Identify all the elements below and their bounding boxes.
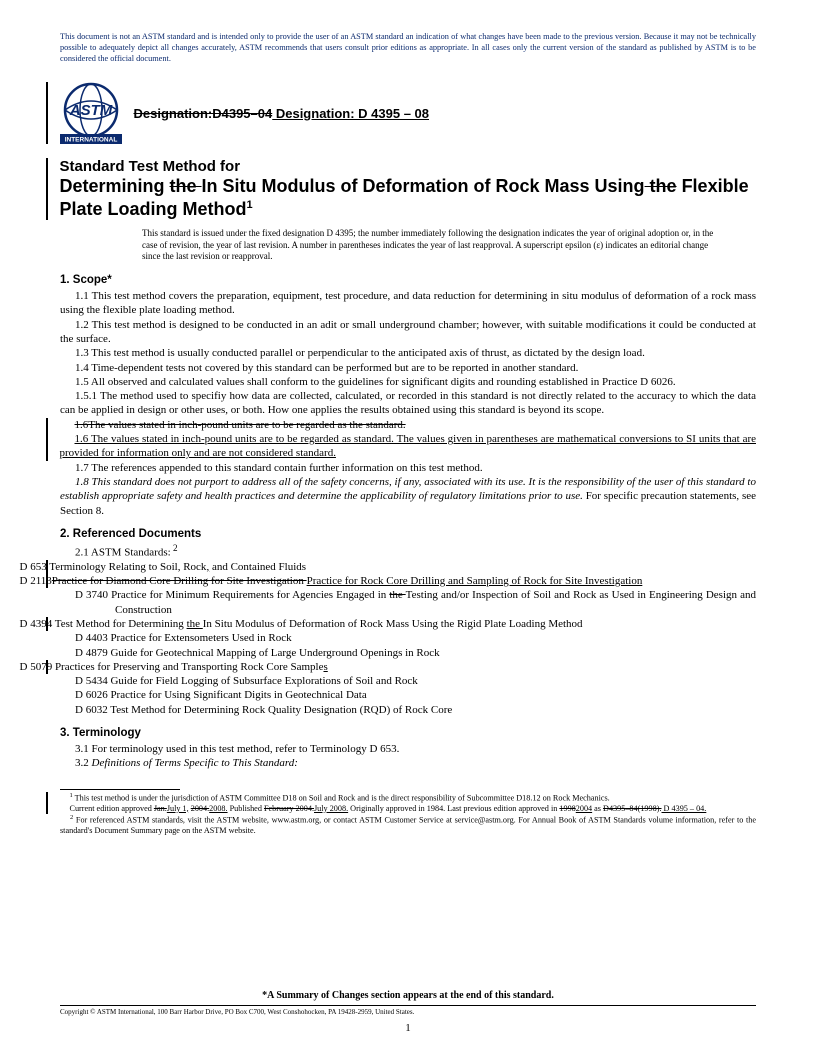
para-1-6-old: 1.6The values stated in inch-pound units…: [60, 418, 757, 432]
copyright-line: Copyright © ASTM International, 100 Barr…: [60, 1005, 756, 1016]
fn1-u1: July 1,: [167, 804, 189, 813]
ref-d3740-s: the: [389, 589, 405, 601]
fn1-s5: D4395–84(1998).: [603, 804, 661, 813]
ref-d4394-b: In Situ Modulus of Deformation of Rock M…: [203, 618, 583, 630]
title-seg2: In Situ Modulus of Deformation of Rock M…: [202, 176, 645, 196]
ref-d5079: D 5079 Practices for Preserving and Tran…: [46, 660, 756, 674]
designation-new: Designation: D 4395 – 08: [272, 106, 429, 121]
ref-d6026: D 6026 Practice for Using Significant Di…: [60, 688, 756, 702]
para-1-8: 1.8 This standard does not purport to ad…: [60, 475, 756, 518]
fn1-s3: February 2004.: [264, 804, 314, 813]
ref-d4879: D 4879 Guide for Geotechnical Mapping of…: [60, 646, 756, 660]
footnotes-block: 1 This test method is under the jurisdic…: [60, 792, 756, 836]
title-strike2: the: [645, 176, 677, 196]
ref-d2113-a: D 2113: [20, 575, 52, 587]
fn1-u3: July 2008.: [314, 804, 348, 813]
ref-d5434: D 5434 Guide for Field Logging of Subsur…: [60, 674, 756, 688]
fn2-i: Annual Book of ASTM Standards: [532, 816, 646, 825]
fn1-u4: 2004: [576, 804, 592, 813]
astm-logo: ASTM INTERNATIONAL: [60, 82, 122, 144]
para-3-1: 3.1 For terminology used in this test me…: [60, 742, 756, 756]
title-block: Standard Test Method for Determining the…: [46, 158, 756, 220]
ref-d2113: D 2113Practice for Diamond Core Drilling…: [46, 574, 756, 588]
section-2-head: 2. Referenced Documents: [60, 528, 756, 540]
disclaimer-text: This document is not an ASTM standard an…: [60, 32, 756, 64]
ref-d653-a: D 653 Terminology Relating to Soil, Rock: [20, 561, 207, 573]
para-1-4: 1.4 Time-dependent tests not covered by …: [60, 361, 756, 375]
title-footnote-ref: 1: [247, 199, 253, 211]
fn1-s2: 2004.: [191, 804, 209, 813]
ref-d3740: D 3740 Practice for Minimum Requirements…: [60, 588, 756, 617]
para-1-3: 1.3 This test method is usually conducte…: [60, 346, 756, 360]
s3-2-italic: Definitions of Terms Specific to This St…: [92, 757, 298, 769]
fn1-s1: Jan.: [154, 804, 167, 813]
ref-d2113-u: Practice for Rock Core Drilling and Samp…: [307, 575, 643, 587]
fn2-a: For referenced ASTM standards, visit the…: [73, 816, 532, 825]
ref-d4394: D 4394 Test Method for Determining the I…: [46, 617, 756, 631]
section-3-head: 3. Terminology: [60, 727, 756, 739]
change-block-1-6: 1.6The values stated in inch-pound units…: [46, 418, 756, 461]
para-1-5-1: 1.5.1 The method used to specifiy how da…: [60, 389, 756, 418]
fn1-e: Originally approved in 1984. Last previo…: [348, 804, 559, 813]
ref-d653: D 653 Terminology Relating to Soil, Rock…: [46, 560, 756, 574]
s2-1-num: 2.1: [75, 547, 91, 559]
ref-d3740-a: D 3740 Practice for Minimum Requirements…: [75, 589, 389, 601]
title-seg1: Determining: [60, 176, 170, 196]
ref-d2113-s: Practice for Diamond Core Drilling for S…: [52, 575, 307, 587]
section-1-head: 1. Scope*: [60, 274, 756, 286]
para-1-5: 1.5 All observed and calculated values s…: [60, 375, 756, 389]
fn1-f: as: [592, 804, 603, 813]
para-1-1: 1.1 This test method covers the preparat…: [60, 289, 756, 318]
ref-d4403: D 4403 Practice for Extensometers Used i…: [60, 631, 756, 645]
s2-1-italic: ASTM Standards:: [91, 547, 171, 559]
designation-old: Designation:D4395–04: [134, 106, 273, 121]
para-3-2: 3.2 Definitions of Terms Specific to Thi…: [60, 756, 756, 770]
issuance-note: This standard is issued under the fixed …: [142, 228, 756, 262]
fn1-u2: 2008.: [209, 804, 227, 813]
title-main: Determining the In Situ Modulus of Defor…: [60, 175, 757, 220]
title-strike1: the: [170, 176, 202, 196]
fn1-u5: D 4395 – 04.: [662, 804, 707, 813]
page-number: 1: [0, 1022, 816, 1034]
title-pretext: Standard Test Method for: [60, 158, 757, 175]
footnote-2: 2 For referenced ASTM standards, visit t…: [60, 814, 756, 836]
fn1-a: This test method is under the jurisdicti…: [73, 793, 610, 802]
designation: Designation:D4395–04 Designation: D 4395…: [134, 106, 430, 121]
ref-d6032: D 6032 Test Method for Determining Rock …: [60, 703, 756, 717]
svg-text:INTERNATIONAL: INTERNATIONAL: [64, 137, 117, 144]
ref-footnote: 2: [171, 543, 178, 553]
s3-2-num: 3.2: [75, 757, 92, 769]
ref-d5079-a: D 5079 Practices for Preserving and Tran…: [20, 661, 324, 673]
footnote-1b: Current edition approved Jan.July 1, 200…: [46, 804, 756, 814]
para-2-1: 2.1 ASTM Standards: 2: [60, 543, 756, 560]
summary-note: *A Summary of Changes section appears at…: [0, 990, 816, 1001]
fn1-d: Published: [228, 804, 264, 813]
ref-d653-b: and Contained Fluids: [209, 561, 306, 573]
ref-d4394-u: the: [187, 618, 203, 630]
para-1-2: 1.2 This test method is designed to be c…: [60, 318, 756, 347]
fn1-b: Current edition approved: [70, 804, 154, 813]
footnote-rule: [60, 789, 180, 790]
header-row: ASTM INTERNATIONAL Designation:D4395–04 …: [46, 82, 756, 144]
para-1-6-new: 1.6 The values stated in inch-pound unit…: [60, 432, 757, 461]
ref-d5079-u: s: [323, 661, 327, 673]
fn1-s4: 1998: [559, 804, 575, 813]
svg-text:ASTM: ASTM: [68, 102, 112, 119]
para-1-7: 1.7 The references appended to this stan…: [60, 461, 756, 475]
footnote-1: 1 This test method is under the jurisdic…: [46, 792, 756, 804]
ref-d4394-a: D 4394 Test Method for Determining: [20, 618, 187, 630]
